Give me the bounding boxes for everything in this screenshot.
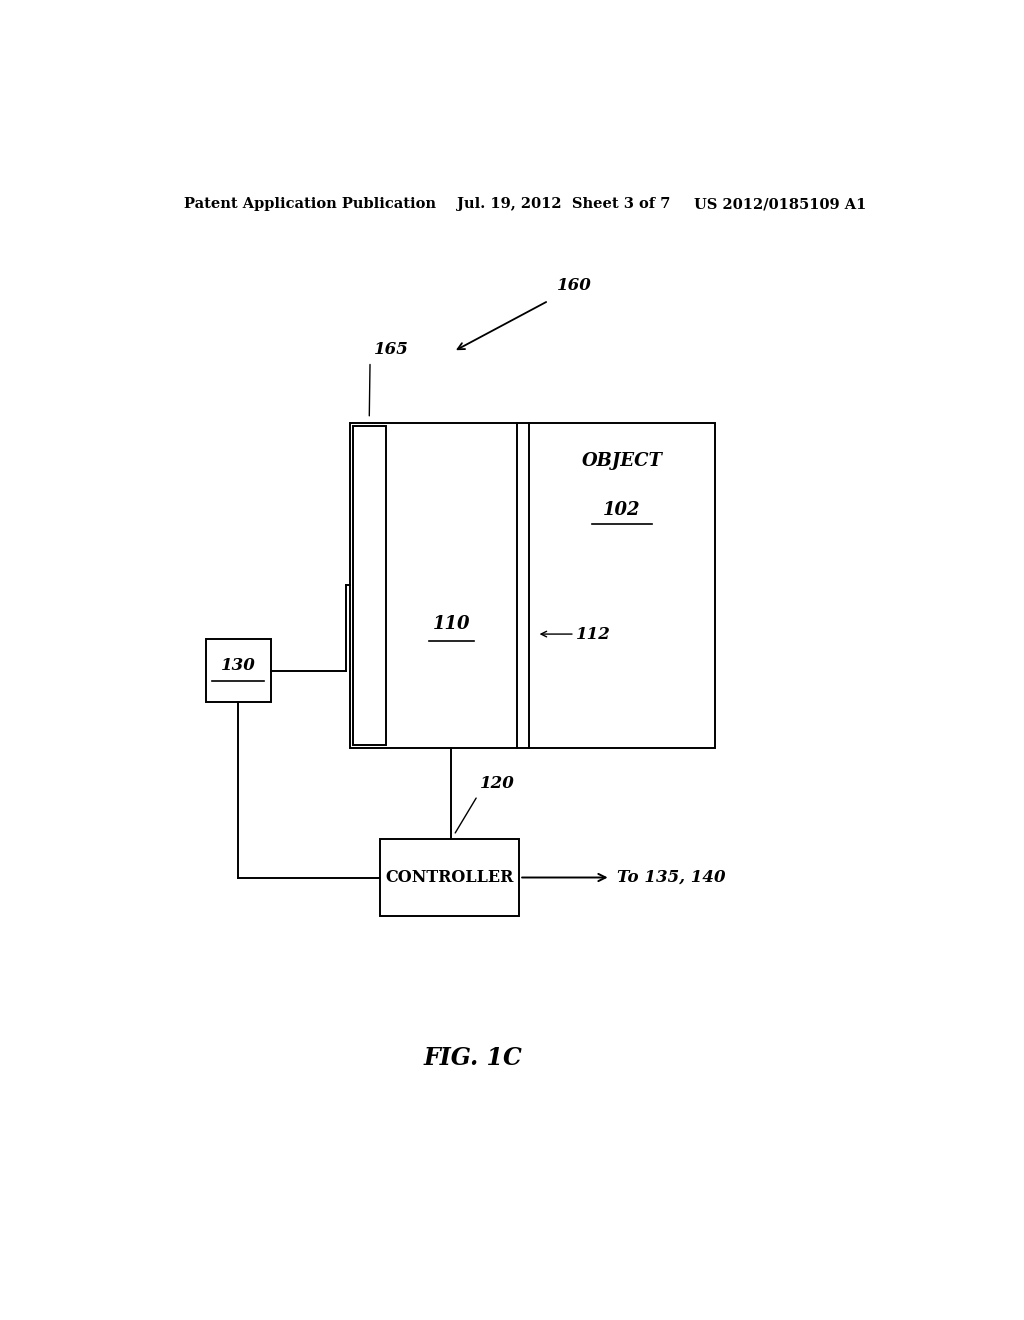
Text: Jul. 19, 2012  Sheet 3 of 7: Jul. 19, 2012 Sheet 3 of 7 (458, 197, 671, 211)
Text: 120: 120 (480, 775, 515, 792)
Text: To 135, 140: To 135, 140 (616, 869, 725, 886)
Text: OBJECT: OBJECT (582, 453, 663, 470)
Text: 130: 130 (221, 657, 256, 675)
Bar (352, 426, 386, 744)
Bar (206, 639, 270, 702)
Text: 110: 110 (433, 615, 470, 634)
Text: FIG. 1C: FIG. 1C (424, 1045, 522, 1071)
Text: Patent Application Publication: Patent Application Publication (183, 197, 435, 211)
Text: CONTROLLER: CONTROLLER (386, 869, 514, 886)
Bar (350, 422, 715, 748)
Text: 165: 165 (374, 341, 409, 358)
Bar (380, 840, 519, 916)
Text: 112: 112 (577, 626, 611, 643)
Text: 102: 102 (603, 502, 641, 519)
Text: 160: 160 (557, 277, 592, 294)
Text: US 2012/0185109 A1: US 2012/0185109 A1 (693, 197, 866, 211)
